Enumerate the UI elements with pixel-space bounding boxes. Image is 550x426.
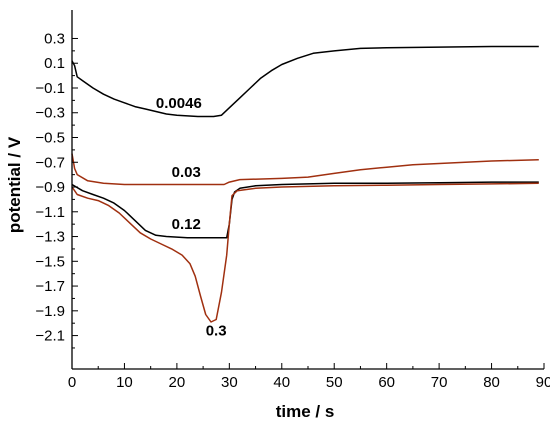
series-label-3: 0.3 bbox=[206, 323, 227, 340]
y-axis: 0.3 0.1 −0.1 −0.3 −0.5 −0.7 −0.9 −1.1 −1.3 −1.5 −1… bbox=[35, 30, 78, 349]
y-tick-label: −0.3 bbox=[35, 105, 65, 122]
y-tick-label: −1.5 bbox=[35, 253, 65, 270]
x-tick-label: 80 bbox=[483, 374, 500, 391]
series-line-2 bbox=[71, 181, 539, 239]
plot-frame bbox=[71, 10, 544, 370]
y-tick-label: −0.5 bbox=[35, 130, 65, 147]
x-axis-title: time / s bbox=[276, 402, 335, 421]
x-tick-label: 30 bbox=[221, 374, 238, 391]
y-tick-label: −0.1 bbox=[35, 80, 65, 97]
y-tick-label: −1.9 bbox=[35, 303, 65, 320]
series-label-0: 0.0046 bbox=[156, 95, 202, 112]
x-tick-label: 70 bbox=[431, 374, 448, 391]
y-axis-title: potential / V bbox=[5, 136, 24, 233]
y-tick-label: 0.3 bbox=[44, 30, 65, 47]
x-tick-label: 60 bbox=[378, 374, 395, 391]
x-axis: 0 10 20 30 40 50 60 70 80 90 bbox=[68, 363, 550, 391]
y-tick-label: −1.7 bbox=[35, 278, 65, 295]
y-tick-label: −0.7 bbox=[35, 154, 65, 171]
y-tick-label: −0.9 bbox=[35, 179, 65, 196]
y-tick-label: −1.3 bbox=[35, 229, 65, 246]
series-label-2: 0.12 bbox=[172, 216, 201, 233]
x-tick-label: 10 bbox=[116, 374, 133, 391]
y-tick-label: −1.1 bbox=[35, 204, 65, 221]
series-labels: 0.0046 0.03 0.12 0.3 bbox=[156, 95, 227, 340]
x-tick-label: 0 bbox=[68, 374, 76, 391]
x-tick-label: 90 bbox=[536, 374, 550, 391]
series-line-1 bbox=[71, 153, 539, 186]
y-tick-label: 0.1 bbox=[44, 55, 65, 72]
x-tick-label: 20 bbox=[169, 374, 186, 391]
x-tick-label: 50 bbox=[326, 374, 343, 391]
series-lines bbox=[71, 45, 539, 323]
series-label-1: 0.03 bbox=[172, 164, 201, 181]
x-tick-label: 40 bbox=[273, 374, 290, 391]
series-line-0 bbox=[71, 45, 539, 118]
y-tick-label: −2.1 bbox=[35, 328, 65, 345]
series-line-3 bbox=[71, 182, 539, 323]
